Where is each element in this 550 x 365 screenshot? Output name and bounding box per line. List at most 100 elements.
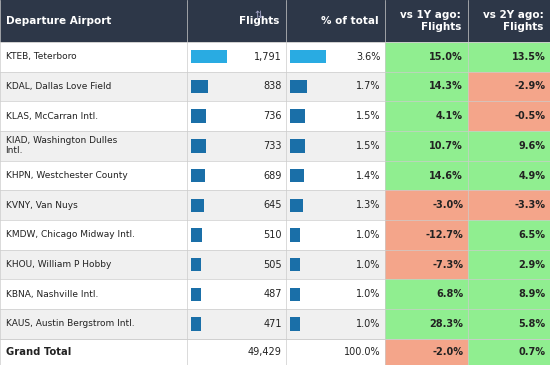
FancyBboxPatch shape xyxy=(0,131,550,161)
FancyBboxPatch shape xyxy=(468,42,550,72)
Text: -2.9%: -2.9% xyxy=(515,81,546,92)
Text: 14.3%: 14.3% xyxy=(430,81,463,92)
Text: KMDW, Chicago Midway Intl.: KMDW, Chicago Midway Intl. xyxy=(6,230,135,239)
FancyBboxPatch shape xyxy=(385,339,468,365)
Text: 689: 689 xyxy=(263,170,282,181)
Text: 487: 487 xyxy=(263,289,282,299)
FancyBboxPatch shape xyxy=(191,50,227,64)
FancyBboxPatch shape xyxy=(0,220,550,250)
Text: 1.5%: 1.5% xyxy=(356,141,381,151)
FancyBboxPatch shape xyxy=(0,72,550,101)
FancyBboxPatch shape xyxy=(385,191,468,220)
Text: KLAS, McCarran Intl.: KLAS, McCarran Intl. xyxy=(6,112,98,121)
Text: KVNY, Van Nuys: KVNY, Van Nuys xyxy=(6,201,77,210)
FancyBboxPatch shape xyxy=(468,220,550,250)
Text: 1.5%: 1.5% xyxy=(356,111,381,121)
Text: 1.0%: 1.0% xyxy=(356,260,381,269)
FancyBboxPatch shape xyxy=(0,279,550,309)
Text: KAUS, Austin Bergstrom Intl.: KAUS, Austin Bergstrom Intl. xyxy=(6,319,134,328)
Text: 8.9%: 8.9% xyxy=(519,289,546,299)
FancyBboxPatch shape xyxy=(468,309,550,339)
Text: -7.3%: -7.3% xyxy=(432,260,463,269)
FancyBboxPatch shape xyxy=(0,42,550,72)
Text: 645: 645 xyxy=(263,200,282,210)
FancyBboxPatch shape xyxy=(385,220,468,250)
Text: 14.6%: 14.6% xyxy=(430,170,463,181)
Text: 49,429: 49,429 xyxy=(248,347,282,357)
Text: % of total: % of total xyxy=(321,16,378,26)
Text: 1.0%: 1.0% xyxy=(356,319,381,329)
FancyBboxPatch shape xyxy=(290,169,304,182)
FancyBboxPatch shape xyxy=(191,199,204,212)
FancyBboxPatch shape xyxy=(385,161,468,191)
FancyBboxPatch shape xyxy=(385,101,468,131)
FancyBboxPatch shape xyxy=(191,80,208,93)
Text: -0.5%: -0.5% xyxy=(515,111,546,121)
Text: 6.5%: 6.5% xyxy=(519,230,546,240)
Text: 4.1%: 4.1% xyxy=(436,111,463,121)
Text: 4.9%: 4.9% xyxy=(519,170,546,181)
FancyBboxPatch shape xyxy=(468,339,550,365)
Text: 10.7%: 10.7% xyxy=(430,141,463,151)
Text: 5.8%: 5.8% xyxy=(519,319,546,329)
Text: 1.0%: 1.0% xyxy=(356,289,381,299)
Text: KHPN, Westchester County: KHPN, Westchester County xyxy=(6,171,127,180)
FancyBboxPatch shape xyxy=(0,101,550,131)
FancyBboxPatch shape xyxy=(290,50,326,64)
Text: 0.7%: 0.7% xyxy=(519,347,546,357)
Text: 3.6%: 3.6% xyxy=(356,52,381,62)
FancyBboxPatch shape xyxy=(290,288,300,301)
Text: 100.0%: 100.0% xyxy=(344,347,381,357)
Text: 736: 736 xyxy=(263,111,282,121)
FancyBboxPatch shape xyxy=(191,169,205,182)
FancyBboxPatch shape xyxy=(191,317,201,331)
FancyBboxPatch shape xyxy=(290,139,305,153)
Text: Flights: Flights xyxy=(239,16,279,26)
FancyBboxPatch shape xyxy=(468,279,550,309)
Text: 6.8%: 6.8% xyxy=(436,289,463,299)
FancyBboxPatch shape xyxy=(290,317,300,331)
FancyBboxPatch shape xyxy=(290,80,307,93)
FancyBboxPatch shape xyxy=(385,309,468,339)
FancyBboxPatch shape xyxy=(468,161,550,191)
Text: 28.3%: 28.3% xyxy=(429,319,463,329)
Text: 15.0%: 15.0% xyxy=(430,52,463,62)
FancyBboxPatch shape xyxy=(191,288,201,301)
Text: KBNA, Nashville Intl.: KBNA, Nashville Intl. xyxy=(6,290,98,299)
Text: -3.0%: -3.0% xyxy=(432,200,463,210)
Text: 838: 838 xyxy=(263,81,282,92)
FancyBboxPatch shape xyxy=(191,258,201,271)
Text: KTEB, Teterboro: KTEB, Teterboro xyxy=(6,52,76,61)
Text: -3.3%: -3.3% xyxy=(515,200,546,210)
Text: vs 1Y ago:
Flights: vs 1Y ago: Flights xyxy=(400,10,461,32)
Text: KDAL, Dallas Love Field: KDAL, Dallas Love Field xyxy=(6,82,111,91)
FancyBboxPatch shape xyxy=(385,72,468,101)
Text: 1.4%: 1.4% xyxy=(356,170,381,181)
Text: 2.9%: 2.9% xyxy=(519,260,546,269)
Text: 733: 733 xyxy=(263,141,282,151)
FancyBboxPatch shape xyxy=(0,191,550,220)
FancyBboxPatch shape xyxy=(0,250,550,279)
Text: 471: 471 xyxy=(263,319,282,329)
FancyBboxPatch shape xyxy=(468,72,550,101)
FancyBboxPatch shape xyxy=(290,199,303,212)
FancyBboxPatch shape xyxy=(191,228,201,242)
Text: KHOU, William P Hobby: KHOU, William P Hobby xyxy=(6,260,111,269)
FancyBboxPatch shape xyxy=(385,131,468,161)
FancyBboxPatch shape xyxy=(468,250,550,279)
Text: Departure Airport: Departure Airport xyxy=(6,16,111,26)
FancyBboxPatch shape xyxy=(290,258,300,271)
Text: 505: 505 xyxy=(263,260,282,269)
FancyBboxPatch shape xyxy=(0,339,550,365)
FancyBboxPatch shape xyxy=(191,139,206,153)
Text: 1.7%: 1.7% xyxy=(356,81,381,92)
FancyBboxPatch shape xyxy=(468,101,550,131)
FancyBboxPatch shape xyxy=(385,250,468,279)
Text: -12.7%: -12.7% xyxy=(425,230,463,240)
FancyBboxPatch shape xyxy=(385,42,468,72)
Text: ⇅: ⇅ xyxy=(254,10,262,20)
FancyBboxPatch shape xyxy=(290,228,300,242)
Text: 1.3%: 1.3% xyxy=(356,200,381,210)
Text: vs 2Y ago:
Flights: vs 2Y ago: Flights xyxy=(483,10,543,32)
Text: 1,791: 1,791 xyxy=(254,52,282,62)
